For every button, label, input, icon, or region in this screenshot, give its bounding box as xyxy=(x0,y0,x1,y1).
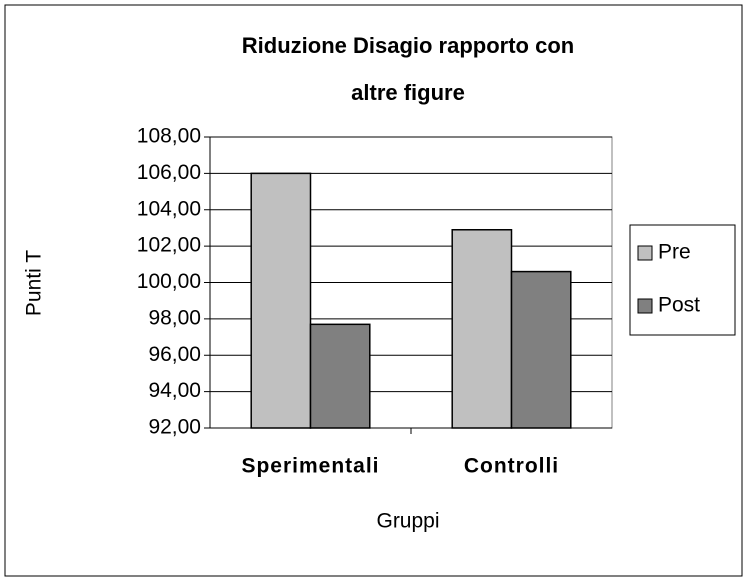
bar xyxy=(250,172,312,429)
legend-swatch xyxy=(637,245,653,261)
y-tick-label: 106,00 xyxy=(137,161,201,184)
chart-title: Riduzione Disagio rapporto con altre fig… xyxy=(241,33,575,105)
legend-label: Post xyxy=(658,294,700,317)
bar xyxy=(510,270,572,429)
y-tick-label: 100,00 xyxy=(137,270,201,293)
y-tick-label: 102,00 xyxy=(137,234,201,257)
y-tick-label: 104,00 xyxy=(137,197,201,220)
bar xyxy=(309,323,371,429)
x-tick-label: Sperimentali xyxy=(241,455,379,478)
x-axis-label: Gruppi xyxy=(376,510,439,533)
x-tick-label: Controlli xyxy=(464,455,559,478)
y-tick-label: 108,00 xyxy=(137,125,201,148)
legend-box xyxy=(629,224,736,336)
y-tick-label: 96,00 xyxy=(148,343,201,366)
y-axis-label: Punti T xyxy=(23,250,46,316)
bar xyxy=(451,229,513,429)
legend-label: Pre xyxy=(658,241,691,264)
y-tick-label: 92,00 xyxy=(148,416,201,439)
y-tick-label: 98,00 xyxy=(148,306,201,329)
y-tick-label: 94,00 xyxy=(148,379,201,402)
legend-swatch xyxy=(637,298,653,314)
